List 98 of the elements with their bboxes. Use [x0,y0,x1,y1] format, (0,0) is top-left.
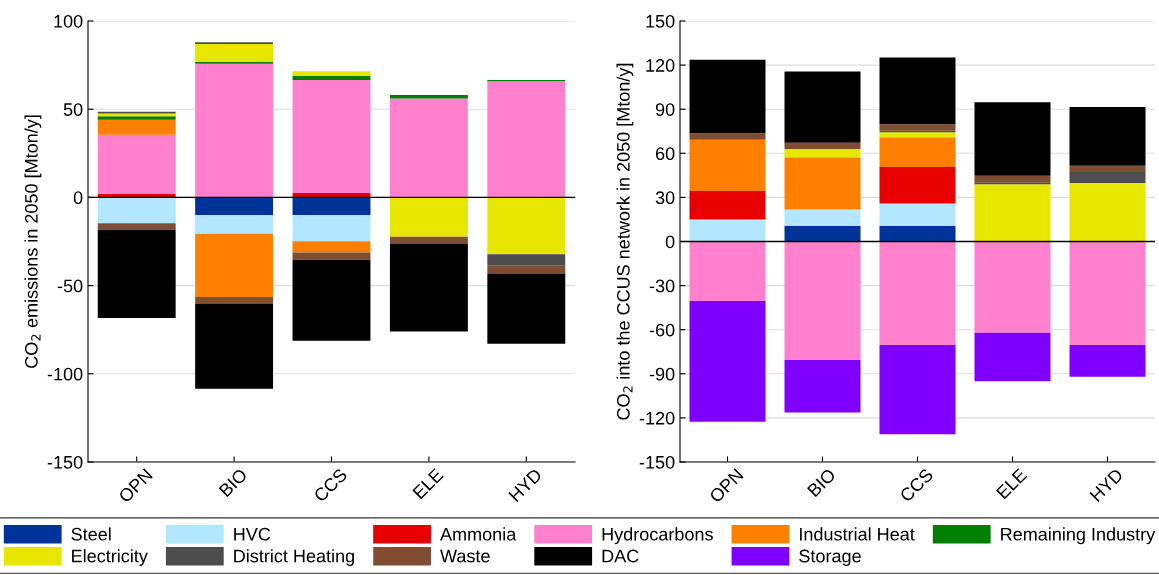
bar [389,243,468,332]
bar [879,166,956,204]
bar [879,241,956,345]
bar [689,59,766,134]
bar [389,197,468,237]
bar [879,57,956,125]
bar [97,197,176,224]
bar [1069,182,1146,242]
bar [195,44,274,63]
bar [784,142,861,150]
bar [1069,241,1146,345]
bar [292,252,371,260]
bar [292,80,371,193]
y-tick-label: 100 [54,14,83,28]
bar [879,137,956,167]
bar [292,192,371,198]
legend-label: Hydrocarbons [602,527,713,545]
bar [784,149,861,158]
x-tick-label: BIO [806,467,837,498]
bar [292,215,371,242]
y-tick-label: -30 [649,279,675,293]
y-tick-label: -90 [649,367,675,381]
bar [974,175,1051,183]
bar [974,332,1051,382]
y-tick-label: 50 [63,103,83,116]
bar [1069,165,1146,173]
bar [97,229,176,318]
legend-label: District Heating [234,549,354,566]
y-tick-label: 120 [646,59,675,72]
bar [487,265,566,274]
x-tick-label: BIO [218,467,248,498]
y-tick-label: 0 [665,235,675,249]
bar [195,197,274,216]
bar [195,233,274,298]
bar [784,359,861,413]
bar [195,297,274,304]
bar [292,71,371,77]
y-tick-label: -60 [649,323,675,337]
bar [689,133,766,140]
bar [689,219,766,242]
bar [389,236,468,244]
bar [974,102,1051,176]
bar [879,203,956,226]
legend-label: Waste [440,549,490,563]
bar [1069,106,1146,166]
bar [879,124,956,131]
bar [689,191,766,220]
bar [689,139,766,192]
bar [487,254,566,266]
legend-label: Steel [71,527,111,541]
bar [195,63,274,198]
bar [784,241,861,360]
y-tick-label: -100 [47,367,83,381]
bar [689,241,766,301]
bar [195,215,274,234]
y-tick-label: 30 [655,191,675,205]
bar [487,81,566,198]
bar [784,157,861,210]
y-tick-label: 90 [655,103,675,116]
bar [389,98,468,198]
y-tick-label: -150 [639,455,675,469]
bar [879,344,956,435]
bar [1069,172,1146,183]
y-tick-label: -120 [639,411,675,425]
y-tick-label: 150 [646,14,675,28]
bar [487,197,566,255]
bar [879,132,956,138]
y-tick-label: -150 [47,455,83,469]
legend-label: Ammonia [440,527,517,541]
y-axis-title: CO$_{2}$ into the CCUS network in 2050 [Mton/y] [616,63,634,420]
bar [879,225,956,242]
legend-label: Electricity [72,549,148,566]
bar [1069,344,1146,377]
legend-label: Remaining Industry [1001,527,1156,545]
legend-label: Storage [799,549,861,566]
bar [97,223,176,230]
bar [784,71,861,143]
legend-label: DAC [602,549,639,563]
y-axis-title: CO$_{2}$ emissions in 2050 [Mton/y] [24,115,42,368]
bar [784,209,861,226]
bar [292,241,371,253]
bar [974,184,1051,242]
bar [689,300,766,422]
bar [97,134,176,194]
bar [389,95,468,99]
bar [784,225,861,242]
bar [97,119,176,135]
bar [292,76,371,81]
legend-label: HVC [234,527,271,541]
y-tick-label: 60 [655,147,675,161]
y-tick-label: 0 [73,191,83,205]
bar [487,273,566,344]
bar [974,241,1051,333]
bar [292,259,371,341]
y-tick-label: -50 [57,279,83,293]
bar [195,303,274,389]
legend-label: Industrial Heat [800,527,915,541]
bar [292,197,371,216]
